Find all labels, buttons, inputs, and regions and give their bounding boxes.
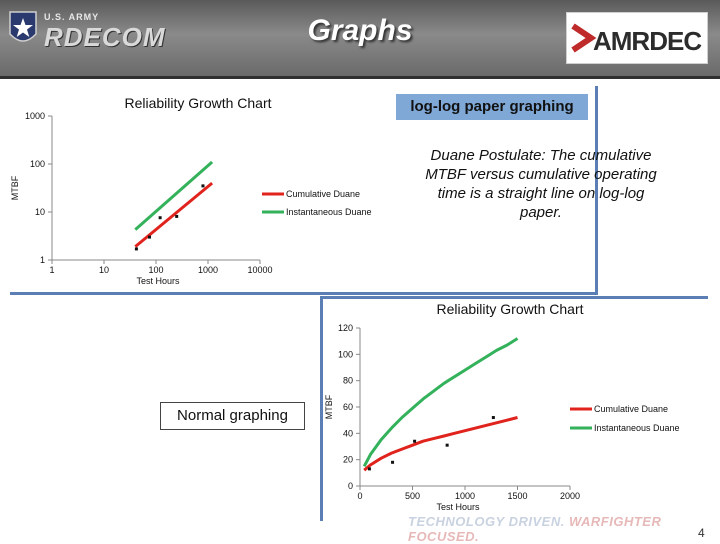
data-point (491, 416, 495, 420)
x-tick-label: 1 (49, 265, 54, 275)
series-line-1 (363, 416, 518, 472)
loglog-label: log-log paper graphing (396, 94, 588, 120)
data-point (148, 235, 152, 239)
loglog-chart: Reliability Growth Chart 1 10 100 1000 1 10 100… (10, 95, 372, 286)
amrdec-wordmark: AMRDEC (593, 26, 702, 56)
x-tick-label: 1500 (507, 491, 527, 501)
x-tick-label: 500 (405, 491, 420, 501)
y-tick-label: 80 (343, 376, 353, 386)
data-point (201, 184, 205, 188)
y-tick-label: 10 (35, 207, 45, 217)
army-label: U.S. ARMY (44, 12, 100, 22)
header-divider (0, 76, 720, 79)
legend-label: Cumulative Duane (286, 189, 360, 199)
data-point (158, 216, 162, 220)
x-tick-label: 10000 (247, 265, 272, 275)
series-line-1 (134, 181, 214, 248)
rdecom-logo: U.S. ARMY RDECOM (8, 10, 168, 54)
chevron-logo-icon (571, 23, 597, 53)
x-tick-label: 2000 (560, 491, 580, 501)
x-tick-label: 1000 (198, 265, 218, 275)
page-number: 4 (698, 526, 705, 540)
x-axis-label: Test Hours (136, 276, 180, 286)
y-axis-label: MTBF (324, 394, 334, 419)
y-tick-label: 1000 (25, 111, 45, 121)
legend-label: Instantaneous Duane (286, 207, 372, 217)
y-axis-label: MTBF (10, 175, 20, 200)
x-axis-label: Test Hours (436, 502, 480, 512)
rdecom-wordmark: RDECOM (44, 22, 166, 52)
data-point (134, 247, 138, 251)
y-tick-label: 60 (343, 402, 353, 412)
normal-graphing-label: Normal graphing (160, 402, 305, 430)
series-line-2 (362, 337, 519, 468)
x-tick-label: 0 (357, 491, 362, 501)
x-tick-label: 10 (99, 265, 109, 275)
chart-title: Reliability Growth Chart (124, 95, 271, 111)
data-point (367, 467, 371, 471)
footer-slogan-part1: TECHNOLOGY DRIVEN. (408, 514, 565, 529)
page-title: Graphs (307, 14, 413, 47)
x-tick-label: 100 (148, 265, 163, 275)
legend-label: Instantaneous Duane (594, 423, 680, 433)
header-bar: U.S. ARMY RDECOM Graphs AMRDEC (0, 0, 720, 76)
data-point (391, 460, 395, 464)
x-tick-label: 1000 (455, 491, 475, 501)
chart-title: Reliability Growth Chart (436, 301, 583, 317)
y-tick-label: 1 (40, 255, 45, 265)
data-point (413, 439, 417, 443)
amrdec-logo: AMRDEC (566, 12, 708, 64)
series-line-2 (134, 160, 214, 231)
y-tick-label: 20 (343, 455, 353, 465)
y-tick-label: 40 (343, 428, 353, 438)
linear-chart: Reliability Growth Chart 0 20 40 60 80 100 120 0… (324, 301, 680, 512)
data-point (445, 443, 449, 447)
y-tick-label: 100 (30, 159, 45, 169)
army-star-shield-icon (9, 11, 37, 42)
duane-postulate-text: Duane Postulate: The cumulative MTBF ver… (425, 147, 657, 221)
y-tick-label: 120 (338, 323, 353, 333)
y-tick-label: 0 (348, 481, 353, 491)
normal-chart-panel (320, 296, 708, 521)
data-point (175, 214, 179, 218)
legend-label: Cumulative Duane (594, 404, 668, 414)
y-tick-label: 100 (338, 349, 353, 359)
